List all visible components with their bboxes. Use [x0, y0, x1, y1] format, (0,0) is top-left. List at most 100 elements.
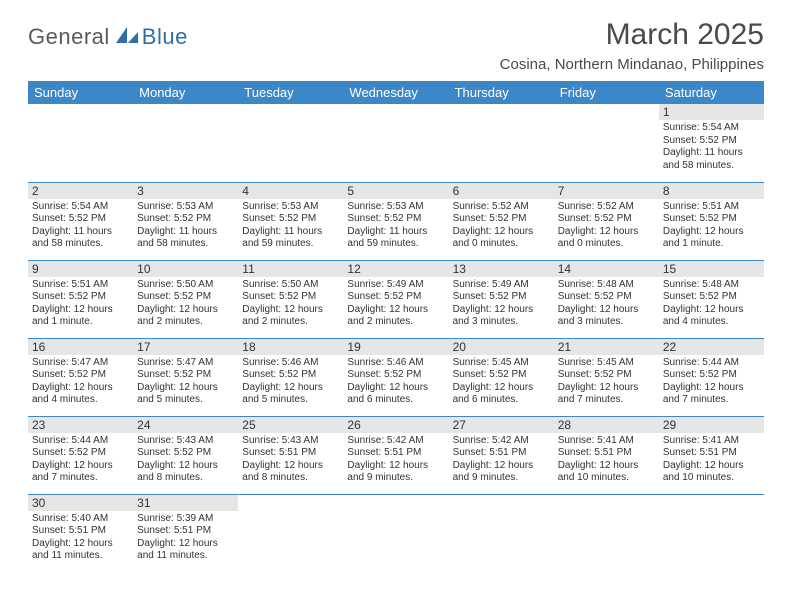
day-number: 4: [238, 183, 343, 199]
day-number: 30: [28, 495, 133, 511]
day-number: 21: [554, 339, 659, 355]
daylight-text: Daylight: 11 hours and 58 minutes.: [32, 226, 129, 251]
daylight-text: Daylight: 12 hours and 6 minutes.: [347, 382, 444, 407]
calendar-day-cell: 4Sunrise: 5:53 AMSunset: 5:52 PMDaylight…: [238, 182, 343, 260]
day-number: 29: [659, 417, 764, 433]
day-details: Sunrise: 5:47 AMSunset: 5:52 PMDaylight:…: [28, 355, 133, 411]
daylight-text: Daylight: 12 hours and 2 minutes.: [242, 304, 339, 329]
calendar-day-cell: 10Sunrise: 5:50 AMSunset: 5:52 PMDayligh…: [133, 260, 238, 338]
day-details: Sunrise: 5:39 AMSunset: 5:51 PMDaylight:…: [133, 511, 238, 567]
day-number: 5: [343, 183, 448, 199]
calendar-day-cell: 24Sunrise: 5:43 AMSunset: 5:52 PMDayligh…: [133, 416, 238, 494]
location-subtitle: Cosina, Northern Mindanao, Philippines: [500, 56, 764, 73]
day-number: 6: [449, 183, 554, 199]
sunset-text: Sunset: 5:52 PM: [558, 213, 655, 226]
day-number: 7: [554, 183, 659, 199]
day-header: Saturday: [659, 81, 764, 104]
daylight-text: Daylight: 12 hours and 9 minutes.: [453, 460, 550, 485]
day-details: Sunrise: 5:54 AMSunset: 5:52 PMDaylight:…: [659, 120, 764, 176]
sunset-text: Sunset: 5:52 PM: [242, 291, 339, 304]
sunset-text: Sunset: 5:52 PM: [663, 369, 760, 382]
day-number: 31: [133, 495, 238, 511]
sunrise-text: Sunrise: 5:53 AM: [347, 201, 444, 214]
day-header: Friday: [554, 81, 659, 104]
day-details: Sunrise: 5:45 AMSunset: 5:52 PMDaylight:…: [554, 355, 659, 411]
sunset-text: Sunset: 5:52 PM: [242, 213, 339, 226]
calendar-day-cell: 8Sunrise: 5:51 AMSunset: 5:52 PMDaylight…: [659, 182, 764, 260]
day-number: 17: [133, 339, 238, 355]
sunrise-text: Sunrise: 5:43 AM: [242, 435, 339, 448]
day-details: Sunrise: 5:53 AMSunset: 5:52 PMDaylight:…: [238, 199, 343, 255]
calendar-day-cell: [133, 104, 238, 182]
daylight-text: Daylight: 12 hours and 4 minutes.: [663, 304, 760, 329]
day-header: Monday: [133, 81, 238, 104]
calendar-day-cell: 1Sunrise: 5:54 AMSunset: 5:52 PMDaylight…: [659, 104, 764, 182]
calendar-day-cell: [238, 104, 343, 182]
daylight-text: Daylight: 12 hours and 3 minutes.: [558, 304, 655, 329]
calendar-day-cell: 9Sunrise: 5:51 AMSunset: 5:52 PMDaylight…: [28, 260, 133, 338]
sunset-text: Sunset: 5:52 PM: [137, 213, 234, 226]
calendar-table: Sunday Monday Tuesday Wednesday Thursday…: [28, 81, 764, 572]
day-details: Sunrise: 5:50 AMSunset: 5:52 PMDaylight:…: [238, 277, 343, 333]
sunset-text: Sunset: 5:52 PM: [137, 447, 234, 460]
sunrise-text: Sunrise: 5:52 AM: [453, 201, 550, 214]
daylight-text: Daylight: 12 hours and 1 minute.: [663, 226, 760, 251]
day-number: 18: [238, 339, 343, 355]
sunset-text: Sunset: 5:51 PM: [663, 447, 760, 460]
daylight-text: Daylight: 12 hours and 7 minutes.: [663, 382, 760, 407]
calendar-week-row: 1Sunrise: 5:54 AMSunset: 5:52 PMDaylight…: [28, 104, 764, 182]
sunset-text: Sunset: 5:52 PM: [347, 369, 444, 382]
daylight-text: Daylight: 12 hours and 2 minutes.: [137, 304, 234, 329]
day-details: Sunrise: 5:50 AMSunset: 5:52 PMDaylight:…: [133, 277, 238, 333]
calendar-day-cell: [343, 104, 448, 182]
day-number: 12: [343, 261, 448, 277]
daylight-text: Daylight: 11 hours and 59 minutes.: [347, 226, 444, 251]
brand-logo: General Blue: [28, 24, 188, 50]
calendar-day-cell: 29Sunrise: 5:41 AMSunset: 5:51 PMDayligh…: [659, 416, 764, 494]
sunrise-text: Sunrise: 5:51 AM: [663, 201, 760, 214]
sunrise-text: Sunrise: 5:54 AM: [663, 122, 760, 135]
calendar-day-cell: 3Sunrise: 5:53 AMSunset: 5:52 PMDaylight…: [133, 182, 238, 260]
day-details: Sunrise: 5:42 AMSunset: 5:51 PMDaylight:…: [343, 433, 448, 489]
daylight-text: Daylight: 12 hours and 0 minutes.: [453, 226, 550, 251]
day-details: Sunrise: 5:43 AMSunset: 5:51 PMDaylight:…: [238, 433, 343, 489]
day-details: Sunrise: 5:46 AMSunset: 5:52 PMDaylight:…: [343, 355, 448, 411]
day-details: Sunrise: 5:51 AMSunset: 5:52 PMDaylight:…: [28, 277, 133, 333]
calendar-day-cell: 23Sunrise: 5:44 AMSunset: 5:52 PMDayligh…: [28, 416, 133, 494]
calendar-day-cell: 13Sunrise: 5:49 AMSunset: 5:52 PMDayligh…: [449, 260, 554, 338]
sunrise-text: Sunrise: 5:49 AM: [347, 279, 444, 292]
day-details: Sunrise: 5:52 AMSunset: 5:52 PMDaylight:…: [554, 199, 659, 255]
calendar-week-row: 2Sunrise: 5:54 AMSunset: 5:52 PMDaylight…: [28, 182, 764, 260]
calendar-day-cell: 19Sunrise: 5:46 AMSunset: 5:52 PMDayligh…: [343, 338, 448, 416]
calendar-day-cell: [554, 104, 659, 182]
sunrise-text: Sunrise: 5:52 AM: [558, 201, 655, 214]
calendar-day-cell: [659, 494, 764, 572]
sunrise-text: Sunrise: 5:43 AM: [137, 435, 234, 448]
sunset-text: Sunset: 5:52 PM: [32, 213, 129, 226]
sunset-text: Sunset: 5:52 PM: [32, 447, 129, 460]
daylight-text: Daylight: 12 hours and 6 minutes.: [453, 382, 550, 407]
sunset-text: Sunset: 5:51 PM: [137, 525, 234, 538]
sunrise-text: Sunrise: 5:44 AM: [663, 357, 760, 370]
calendar-day-cell: 21Sunrise: 5:45 AMSunset: 5:52 PMDayligh…: [554, 338, 659, 416]
sunrise-text: Sunrise: 5:45 AM: [558, 357, 655, 370]
calendar-day-cell: [449, 494, 554, 572]
daylight-text: Daylight: 12 hours and 7 minutes.: [558, 382, 655, 407]
calendar-day-cell: 5Sunrise: 5:53 AMSunset: 5:52 PMDaylight…: [343, 182, 448, 260]
daylight-text: Daylight: 11 hours and 59 minutes.: [242, 226, 339, 251]
day-number: 25: [238, 417, 343, 433]
sunset-text: Sunset: 5:51 PM: [32, 525, 129, 538]
sunrise-text: Sunrise: 5:54 AM: [32, 201, 129, 214]
sunrise-text: Sunrise: 5:42 AM: [347, 435, 444, 448]
calendar-day-cell: 15Sunrise: 5:48 AMSunset: 5:52 PMDayligh…: [659, 260, 764, 338]
calendar-week-row: 16Sunrise: 5:47 AMSunset: 5:52 PMDayligh…: [28, 338, 764, 416]
day-number: 22: [659, 339, 764, 355]
sunrise-text: Sunrise: 5:53 AM: [137, 201, 234, 214]
daylight-text: Daylight: 12 hours and 2 minutes.: [347, 304, 444, 329]
calendar-day-cell: 6Sunrise: 5:52 AMSunset: 5:52 PMDaylight…: [449, 182, 554, 260]
sunrise-text: Sunrise: 5:46 AM: [347, 357, 444, 370]
day-number: 20: [449, 339, 554, 355]
calendar-day-cell: 18Sunrise: 5:46 AMSunset: 5:52 PMDayligh…: [238, 338, 343, 416]
day-details: Sunrise: 5:53 AMSunset: 5:52 PMDaylight:…: [343, 199, 448, 255]
sunrise-text: Sunrise: 5:47 AM: [32, 357, 129, 370]
